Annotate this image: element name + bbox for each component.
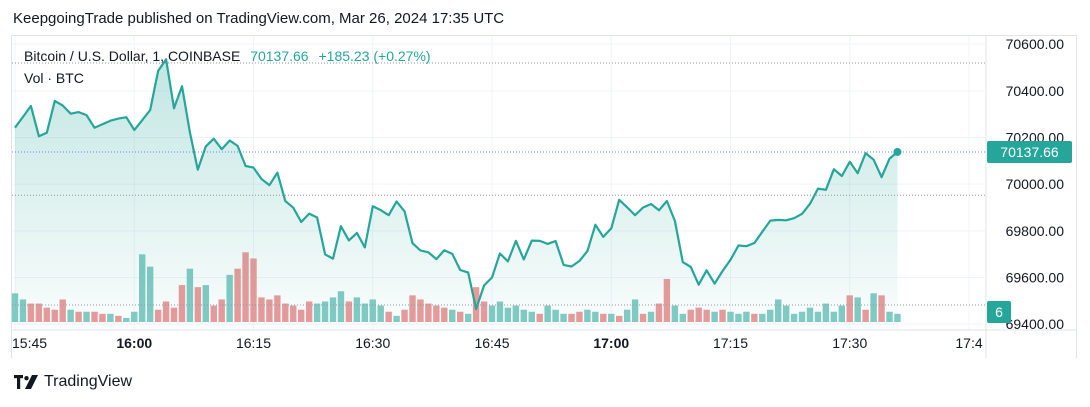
x-tick-label: 15:45: [12, 335, 47, 351]
x-tick-label: 16:30: [355, 335, 390, 351]
last-price-tag-bg: [987, 141, 1072, 164]
volume-legend[interactable]: Vol · BTC: [24, 70, 84, 86]
publish-info: KeepgoingTrade published on TradingView.…: [13, 10, 505, 27]
symbol-legend[interactable]: Bitcoin / U.S. Dollar, 1, COINBASE 70137…: [24, 48, 431, 64]
price-line: [14, 58, 899, 311]
x-tick-label: 17:15: [713, 335, 748, 351]
price-area-fill: [15, 59, 898, 331]
volume-tag: 6: [995, 304, 1003, 320]
tradingview-brand: TradingView: [44, 373, 133, 390]
x-tick-label: 17:4: [955, 335, 982, 351]
y-tick-label: 70000.00: [1006, 176, 1065, 192]
footer-brand[interactable]: TradingView: [14, 373, 132, 391]
y-tick-label: 69600.00: [1006, 270, 1065, 286]
tradingview-logo-icon: [14, 375, 38, 389]
price-line-layer: [12, 58, 985, 311]
legend-price: 70137.66: [250, 48, 309, 64]
legend-change: +185.23 (+0.27%): [318, 48, 431, 64]
price-area: [15, 59, 898, 331]
time-axis[interactable]: 15:45 16:00 16:15 16:30 16:45 17:00 17:15 17:30…: [12, 329, 1076, 351]
last-price-tag: 70137.66: [1000, 144, 1059, 160]
last-price-dot: [893, 147, 902, 156]
x-tick-label: 16:15: [236, 335, 271, 351]
y-tick-label: 70400.00: [1006, 83, 1065, 99]
y-tick-label: 69400.00: [1006, 316, 1065, 332]
y-tick-label: 69800.00: [1006, 223, 1065, 239]
chart-frame: [11, 35, 1077, 358]
y-tick-label: 70600.00: [1006, 36, 1065, 52]
volume-tag-bg: [987, 301, 1011, 323]
x-tick-label: 16:45: [474, 335, 509, 351]
symbol-name[interactable]: Bitcoin / U.S. Dollar, 1, COINBASE: [24, 48, 241, 64]
x-tick-label: 17:00: [593, 335, 629, 351]
price-tags: 70137.66 6: [987, 141, 1072, 323]
x-tick-label: 16:00: [116, 335, 152, 351]
x-tick-label: 17:30: [832, 335, 867, 351]
